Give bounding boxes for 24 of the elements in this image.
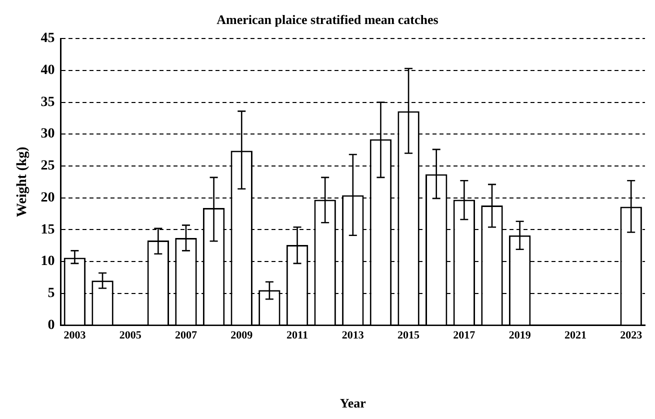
y-tick-label: 40 xyxy=(40,63,55,78)
x-tick-label: 2007 xyxy=(174,330,198,342)
y-tick-label: 25 xyxy=(40,158,55,174)
y-tick-label: 45 xyxy=(40,31,55,46)
y-tick-label: 35 xyxy=(40,94,55,110)
y-tick-label: 5 xyxy=(48,286,55,301)
x-tick-label: 2005 xyxy=(119,330,142,342)
y-tick-label: 15 xyxy=(40,222,55,238)
x-tick-label: 2009 xyxy=(230,330,254,342)
y-tick-label: 20 xyxy=(40,190,55,206)
x-tick-label: 2013 xyxy=(342,330,364,342)
x-tick-label: 2021 xyxy=(564,330,586,342)
x-tick-label: 2003 xyxy=(64,330,86,342)
y-axis-title: Weight (kg) xyxy=(15,146,30,218)
x-tick-label: 2011 xyxy=(286,330,308,342)
y-tick-label: 10 xyxy=(40,254,55,270)
x-tick-label: 2019 xyxy=(508,330,532,342)
x-axis-title: Year xyxy=(340,396,366,411)
y-tick-label: 0 xyxy=(48,318,55,333)
chart-title: American plaice stratified mean catches xyxy=(216,12,438,28)
x-tick-label: 2023 xyxy=(620,330,643,342)
y-tick-label: 30 xyxy=(40,126,55,142)
x-tick-label: 2017 xyxy=(453,330,476,342)
x-tick-label: 2015 xyxy=(398,330,420,342)
